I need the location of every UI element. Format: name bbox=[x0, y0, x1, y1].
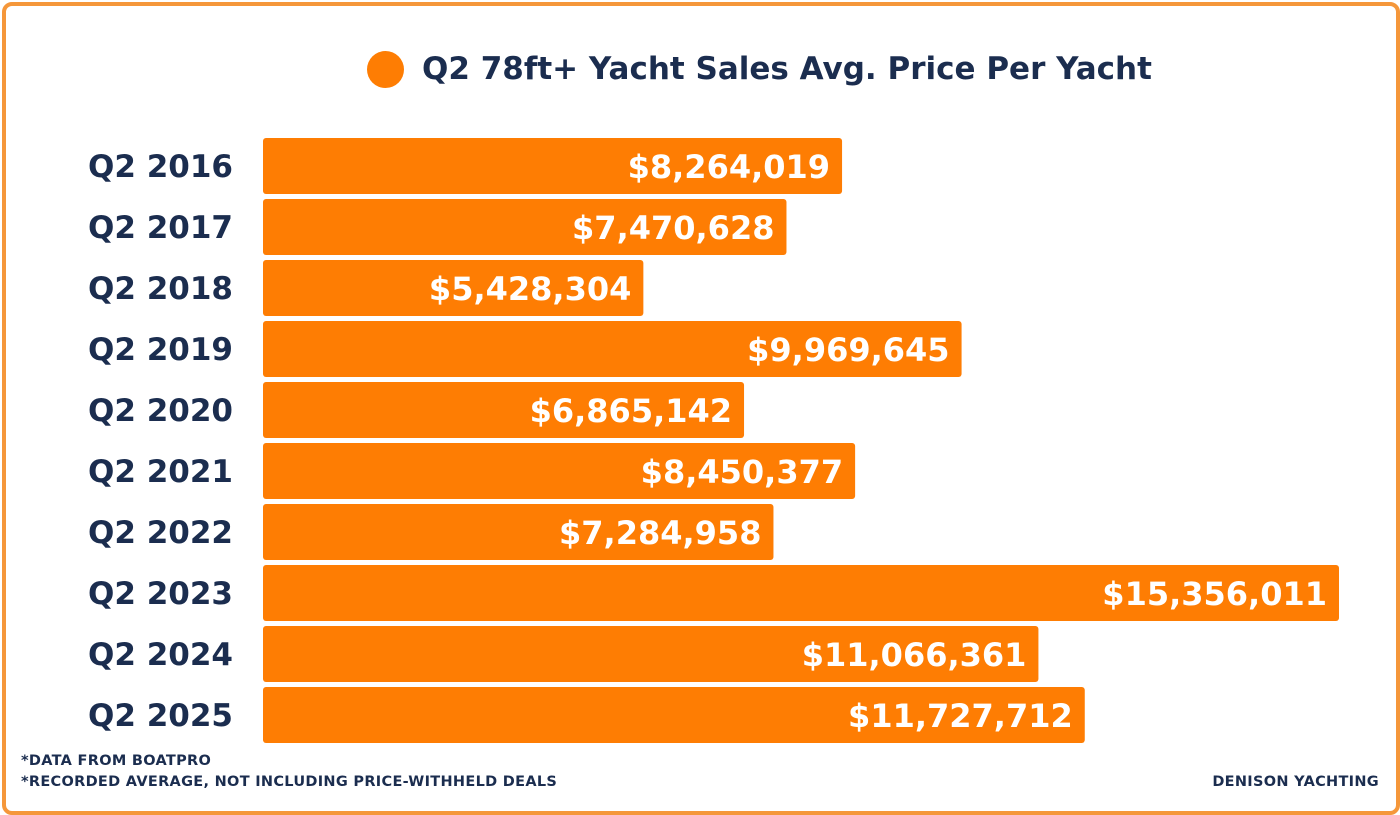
bar-q2-2019 bbox=[263, 321, 962, 377]
category-label: Q2 2024 bbox=[88, 637, 233, 673]
value-label: $11,066,361 bbox=[802, 636, 1027, 674]
category-label: Q2 2025 bbox=[88, 698, 233, 734]
bar-q2-2023 bbox=[263, 565, 1339, 621]
value-label: $5,428,304 bbox=[429, 270, 631, 308]
value-label: $11,727,712 bbox=[848, 697, 1073, 735]
category-label: Q2 2016 bbox=[88, 149, 233, 185]
category-label: Q2 2021 bbox=[88, 454, 233, 490]
value-label: $8,450,377 bbox=[641, 453, 843, 491]
legend-swatch bbox=[367, 50, 404, 88]
bar-q2-2017 bbox=[263, 199, 787, 255]
value-label: $15,356,011 bbox=[1102, 575, 1327, 613]
category-label: Q2 2020 bbox=[88, 393, 233, 429]
value-label: $8,264,019 bbox=[628, 148, 830, 186]
brand-label: DENISON YACHTING bbox=[1212, 774, 1379, 790]
category-label: Q2 2023 bbox=[88, 576, 233, 612]
category-label: Q2 2019 bbox=[88, 332, 233, 368]
legend-label: Q2 78ft+ Yacht Sales Avg. Price Per Yach… bbox=[422, 51, 1152, 87]
category-label: Q2 2018 bbox=[88, 271, 233, 307]
bar-q2-2024 bbox=[263, 626, 1039, 682]
bar-q2-2025 bbox=[263, 687, 1085, 743]
bar-q2-2021 bbox=[263, 443, 856, 499]
value-label: $7,470,628 bbox=[572, 209, 774, 247]
bar-q2-2016 bbox=[263, 138, 843, 194]
value-label: $7,284,958 bbox=[559, 514, 761, 552]
footnote-average: *RECORDED AVERAGE, NOT INCLUDING PRICE-W… bbox=[21, 774, 558, 790]
value-label: $9,969,645 bbox=[747, 331, 949, 369]
category-label: Q2 2017 bbox=[88, 210, 233, 246]
bar-q2-2022 bbox=[263, 504, 774, 560]
bar-q2-2018 bbox=[263, 260, 644, 316]
value-label: $6,865,142 bbox=[530, 392, 732, 430]
category-label: Q2 2022 bbox=[88, 515, 233, 551]
footnote-source: *DATA FROM BOATPRO bbox=[21, 753, 212, 769]
bar-q2-2020 bbox=[263, 382, 745, 438]
legend: Q2 78ft+ Yacht Sales Avg. Price Per Yach… bbox=[367, 48, 1152, 90]
